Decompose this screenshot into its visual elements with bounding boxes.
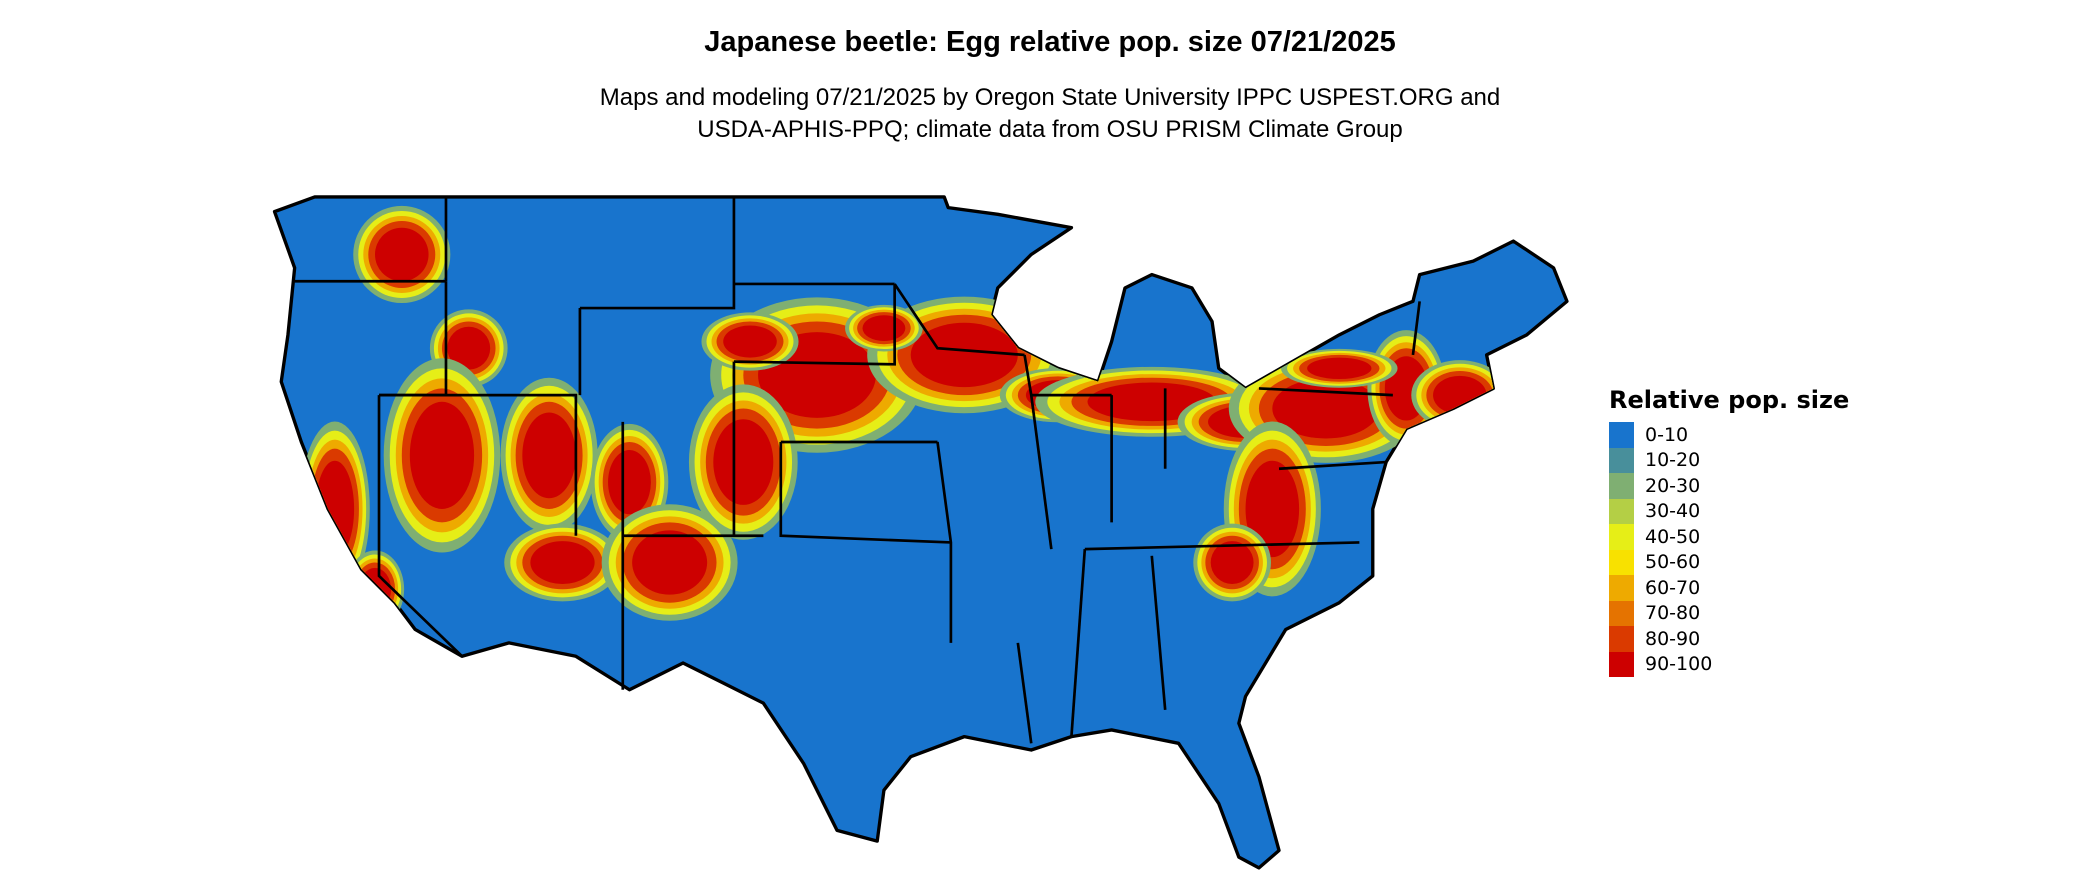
legend-swatch [1609,575,1634,601]
legend-label: 10-20 [1645,449,1701,472]
hotspot-area [723,325,777,358]
legend-swatch [1609,422,1634,448]
hotspot-area [1210,541,1254,584]
hotspot-area [713,419,774,505]
hotspot-area [409,401,475,509]
legend-label: 60-70 [1645,576,1701,599]
state-border [893,283,1025,357]
legend-item: 70-80 [1609,600,1849,626]
legend-item: 50-60 [1609,549,1849,575]
map-subtitle-line-1: Maps and modeling 07/21/2025 by Oregon S… [599,84,1501,111]
map-title: Japanese beetle: Egg relative pop. size … [704,26,1396,58]
legend-swatch [1609,651,1634,677]
hotspot-area [1307,357,1372,380]
state-border [1258,387,1393,397]
state-border [377,395,463,658]
state-border [1084,541,1360,551]
legend: Relative pop. size 0-10 10-20 20-30 30-40 40… [1609,386,1849,677]
legend-item: 80-90 [1609,626,1849,652]
legend-label: 0-10 [1645,423,1689,446]
legend-swatch [1609,600,1634,626]
legend-label: 30-40 [1645,500,1701,523]
hotspot-area [910,322,1018,388]
legend-item: 10-20 [1609,447,1849,473]
legend-swatch [1609,626,1634,652]
legend-label: 40-50 [1645,525,1701,548]
legend-item: 30-40 [1609,498,1849,524]
hotspot-area [608,450,651,515]
legend-swatch [1609,549,1634,575]
hotspot-area [522,412,576,499]
state-border [1411,301,1421,356]
legend-item: 60-70 [1609,575,1849,601]
us-outline [272,195,1569,870]
hotspot-area [1433,375,1487,415]
legend-label: 20-30 [1645,474,1701,497]
legend-item: 40-50 [1609,524,1849,550]
state-border [579,196,736,310]
legend-item: 20-30 [1609,473,1849,499]
hotspot-area [375,227,429,282]
legend-swatch [1609,447,1634,473]
legend-swatch [1609,524,1634,550]
state-border [379,393,578,536]
hotspot-area [358,567,392,611]
state-borders [294,196,1421,744]
hotspot-area [1245,460,1300,558]
state-border [1070,549,1087,737]
legend-swatch [1609,498,1634,524]
hotspot-area [447,326,491,370]
legend-label: 70-80 [1645,602,1701,625]
hotspot-area [315,460,355,558]
state-border [1278,460,1387,471]
legend-item: 0-10 [1609,422,1849,448]
state-border [779,441,951,544]
legend-label: 50-60 [1645,551,1701,574]
legend-label: 80-90 [1645,627,1701,650]
state-border [1016,642,1033,744]
map-subtitle-line-2: USDA-APHIS-PPQ; climate data from OSU PR… [697,116,1403,143]
hotspot-area [862,315,906,341]
state-border [1029,394,1053,550]
state-border [936,441,953,643]
legend-swatch [1609,473,1634,499]
hotspot-area [632,530,708,595]
legend-item: 90-100 [1609,651,1849,677]
legend-label: 90-100 [1645,653,1713,676]
hotspot-area [530,541,595,584]
state-border [1150,555,1167,710]
legend-title: Relative pop. size [1609,386,1850,414]
state-border [733,283,896,366]
